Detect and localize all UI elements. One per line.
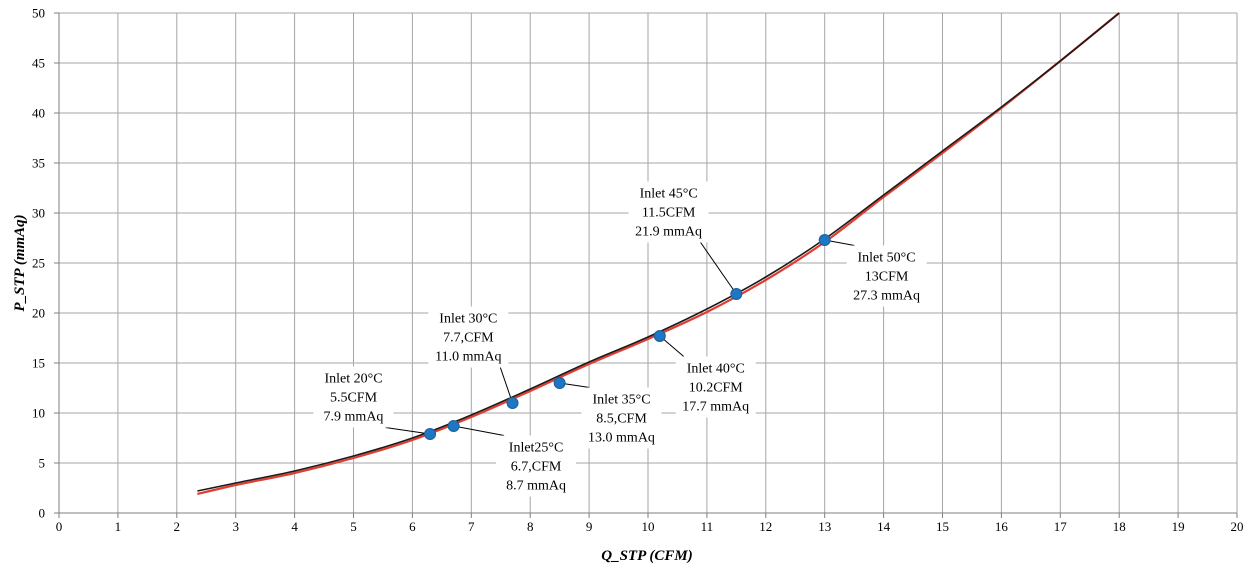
x-tick-label: 17 (1054, 519, 1068, 534)
y-tick-label: 10 (32, 406, 45, 421)
annotation-label: Inlet 35°C (592, 393, 650, 408)
annotation-label: Inlet 30°C (439, 312, 497, 327)
y-tick-label: 15 (32, 356, 45, 371)
annotation-leader (700, 242, 737, 295)
annotation-box (628, 181, 709, 243)
annotation-label: 21.9 mmAq (635, 225, 702, 240)
y-tick-label: 35 (32, 156, 45, 171)
annotation-box (581, 387, 662, 449)
data-point (730, 288, 743, 300)
y-tick-label: 5 (39, 456, 46, 471)
y-tick-label: 45 (32, 56, 45, 71)
annotation-box (675, 356, 756, 418)
y-tick-label: 40 (32, 106, 45, 121)
x-tick-label: 1 (115, 519, 122, 534)
x-tick-label: 7 (468, 519, 475, 534)
y-tick-label: 20 (32, 306, 45, 321)
annotation-label: 10.2CFM (689, 381, 744, 396)
x-tick-label: 12 (759, 519, 772, 534)
annotation-label: 11.5CFM (642, 206, 696, 221)
x-tick-label: 4 (291, 519, 298, 534)
annotation-leader (385, 427, 431, 435)
annotation-label: 13.0 mmAq (588, 431, 655, 446)
annotation-box (846, 245, 927, 307)
annotation-label: Inlet 40°C (687, 362, 745, 377)
x-tick-label: 15 (936, 519, 949, 534)
x-tick-label: 14 (877, 519, 891, 534)
annotation-label: Inlet 20°C (324, 372, 382, 387)
annotation-label: 27.3 mmAq (853, 289, 920, 304)
data-point (553, 377, 566, 389)
annotation-label: Inlet 50°C (857, 251, 915, 266)
y-tick-label: 0 (39, 506, 46, 521)
annotation-box (313, 366, 394, 428)
y-tick-label: 30 (32, 206, 45, 221)
annotation-label: 8.5,CFM (596, 412, 647, 427)
annotations: Inlet 20°C 5.5CFM 7.9 mmAq Inlet25°C 6.7,CFM… (313, 181, 927, 497)
annotation-box (496, 435, 577, 497)
annotation-label: 7.9 mmAq (324, 410, 384, 425)
x-tick-label: 20 (1231, 519, 1244, 534)
annotation-label: Inlet 45°C (640, 187, 698, 202)
tick-labels: 0 1 2 3 4 5 6 7 8 9 10 11 12 13 14 15 16 17 18 19 2005101520… (32, 6, 1244, 535)
x-tick-label: 9 (586, 519, 593, 534)
annotation-label: 17.7 mmAq (682, 400, 749, 415)
y-axis-title: P_STP (mmAq) (12, 214, 28, 311)
x-tick-label: 18 (1113, 519, 1126, 534)
annotation-label: 7.7,CFM (443, 331, 494, 346)
data-point (506, 397, 519, 409)
data-point (818, 234, 831, 246)
axes (54, 12, 1238, 518)
x-axis-title: Q_STP (CFM) (601, 548, 693, 564)
y-tick-label: 50 (32, 6, 45, 21)
y-tick-label: 25 (32, 256, 45, 271)
annotation-leader (453, 425, 505, 436)
annotation-label: Inlet25°C (509, 441, 564, 456)
x-tick-label: 13 (818, 519, 831, 534)
x-tick-label: 16 (995, 519, 1009, 534)
data-point (653, 330, 666, 342)
annotation-label: 8.7 mmAq (506, 479, 566, 494)
annotation-label: 13CFM (865, 270, 909, 285)
x-tick-label: 6 (409, 519, 416, 534)
x-tick-label: 2 (174, 519, 181, 534)
annotation-leader (499, 367, 514, 404)
x-tick-label: 8 (527, 519, 534, 534)
x-tick-label: 10 (642, 519, 655, 534)
x-tick-label: 0 (56, 519, 63, 534)
annotation-box (428, 306, 509, 368)
x-tick-label: 3 (232, 519, 239, 534)
x-tick-label: 19 (1172, 519, 1185, 534)
annotation-label: 6.7,CFM (511, 460, 562, 475)
x-tick-label: 5 (350, 519, 357, 534)
data-point (424, 428, 437, 440)
annotation-label: 5.5CFM (330, 391, 378, 406)
x-tick-label: 11 (701, 519, 714, 534)
annotation-label: 11.0 mmAq (435, 350, 501, 365)
data-point (447, 420, 460, 432)
